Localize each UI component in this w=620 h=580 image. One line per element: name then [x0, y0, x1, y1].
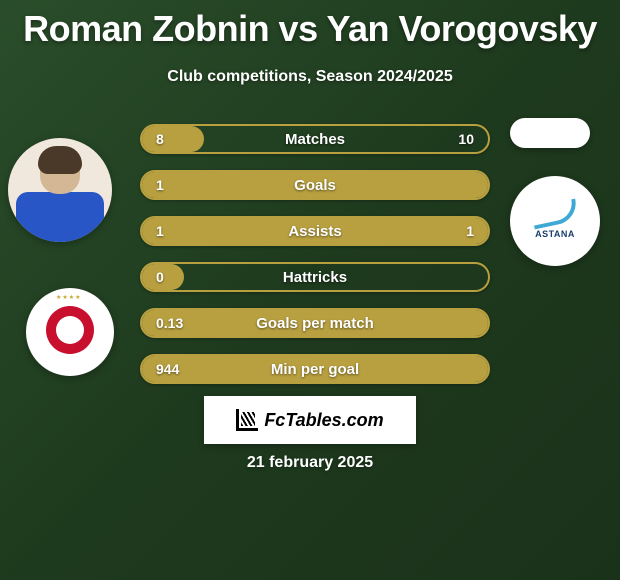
stat-label: Assists — [212, 223, 418, 240]
stat-left-value: 0.13 — [142, 315, 212, 331]
stat-row: 944Min per goal — [140, 354, 490, 384]
jersey-icon — [16, 192, 104, 242]
stat-label: Hattricks — [212, 269, 418, 286]
stat-left-value: 944 — [142, 361, 212, 377]
player-left-avatar — [8, 138, 112, 242]
stat-row: 0Hattricks — [140, 262, 490, 292]
stat-label: Min per goal — [212, 361, 418, 378]
subtitle: Club competitions, Season 2024/2025 — [0, 68, 620, 86]
stat-label: Matches — [212, 131, 418, 148]
branding-label: FcTables.com — [264, 410, 383, 431]
stat-label: Goals per match — [212, 315, 418, 332]
page-title: Roman Zobnin vs Yan Vorogovsky — [0, 0, 620, 50]
club-left-badge: ★★★★ — [26, 288, 114, 376]
stat-left-value: 1 — [142, 177, 212, 193]
stat-left-value: 8 — [142, 131, 212, 147]
branding: FcTables.com — [204, 396, 416, 444]
stat-right-value: 10 — [418, 131, 488, 147]
swoosh-icon — [530, 198, 580, 229]
stat-label: Goals — [212, 177, 418, 194]
stat-left-value: 0 — [142, 269, 212, 285]
stat-left-value: 1 — [142, 223, 212, 239]
stars-icon: ★★★★ — [56, 294, 82, 301]
stat-row: 0.13Goals per match — [140, 308, 490, 338]
stat-right-value: 1 — [418, 223, 488, 239]
date-label: 21 february 2025 — [0, 454, 620, 472]
stat-row: 8Matches10 — [140, 124, 490, 154]
stat-row: 1Goals — [140, 170, 490, 200]
stat-row: 1Assists1 — [140, 216, 490, 246]
club-right-label: ASTANA — [535, 229, 575, 239]
fctables-logo-icon — [236, 409, 258, 431]
stats-container: 8Matches101Goals1Assists10Hattricks0.13G… — [140, 124, 490, 400]
player-right-avatar — [510, 118, 590, 148]
club-right-badge: ASTANA — [510, 176, 600, 266]
